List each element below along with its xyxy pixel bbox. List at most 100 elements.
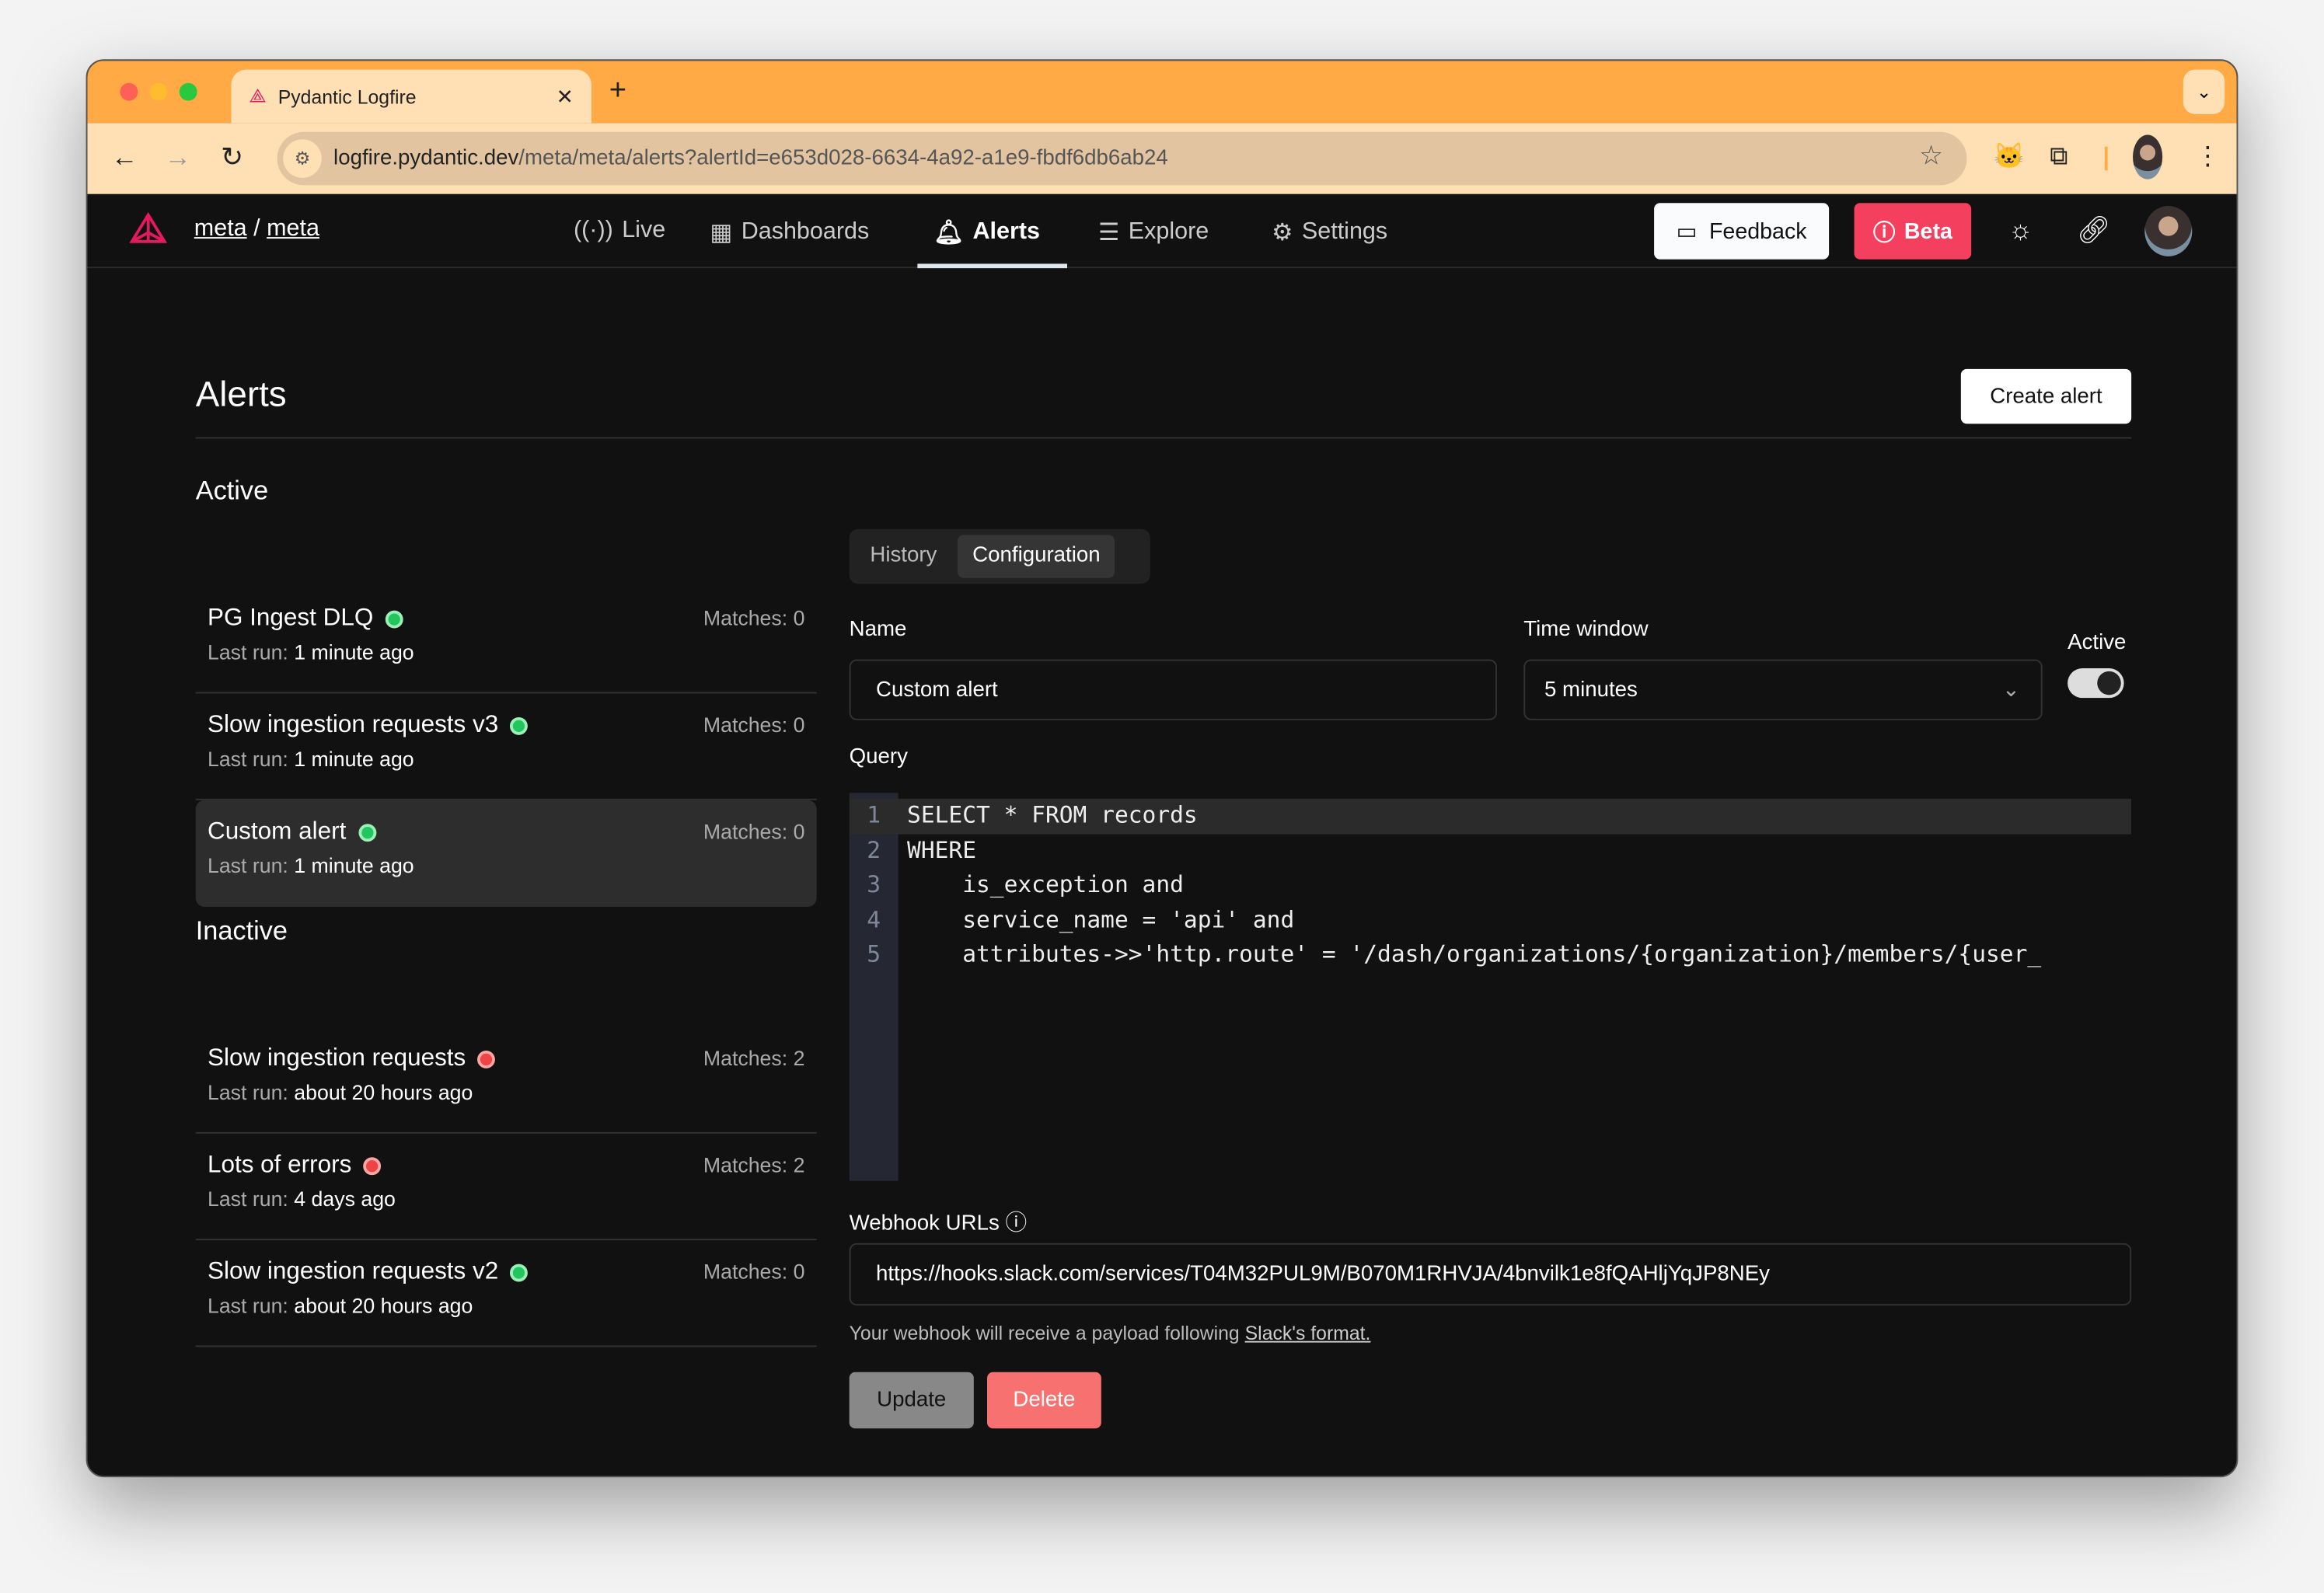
status-dot-icon [510, 716, 529, 734]
code-line: 3 is_exception and [850, 868, 2131, 903]
nav-settings[interactable]: ⚙ Settings [1272, 218, 1387, 247]
last-run-value: 4 days ago [294, 1187, 396, 1211]
last-run-value: 1 minute ago [294, 640, 414, 664]
time-window-select[interactable]: 5 minutes ⌄ [1523, 659, 2043, 720]
line-number: 5 [867, 940, 881, 968]
last-run: Last run: 4 days ago [208, 1187, 804, 1211]
breadcrumb: meta / meta [194, 216, 319, 242]
nav-explore[interactable]: ☰ Explore [1098, 218, 1209, 247]
alert-list-item[interactable]: Slow ingestion requests v2 Last run: abo… [195, 1240, 817, 1347]
feedback-label: Feedback [1708, 218, 1807, 244]
gear-icon: ⚙ [1272, 221, 1293, 246]
nav-label: Dashboards [741, 219, 870, 245]
extension-cat-icon[interactable]: 🐱 [1993, 142, 2026, 171]
alert-name: Slow ingestion requests v2 [207, 1257, 499, 1285]
query-editor[interactable]: 1 SELECT * FROM records 2 WHERE 3 is_excepti… [849, 793, 2132, 1181]
tab-configuration[interactable]: Configuration [958, 535, 1115, 578]
last-run-prefix: Last run: [207, 1293, 288, 1318]
browser-profile-avatar[interactable] [2133, 134, 2163, 180]
info-icon: ⓘ [1872, 220, 1896, 246]
logfire-logo-icon[interactable] [129, 211, 168, 248]
breadcrumb-project[interactable]: meta [267, 216, 319, 242]
update-button[interactable]: Update [849, 1372, 974, 1429]
delete-button[interactable]: Delete [986, 1372, 1101, 1429]
browser-tab[interactable]: ⟁ Pydantic Logfire ✕ [231, 69, 591, 124]
close-window-button[interactable] [120, 82, 138, 101]
close-tab-icon[interactable]: ✕ [556, 83, 574, 108]
beta-button[interactable]: ⓘ Beta [1854, 203, 1972, 260]
toolbar-divider [2104, 146, 2108, 171]
matches-count: Matches: 0 [703, 605, 805, 630]
last-run-prefix: Last run: [207, 640, 288, 664]
tab-title: Pydantic Logfire [277, 85, 417, 108]
tab-search-button[interactable]: ⌄ [2183, 69, 2225, 114]
theme-toggle-icon[interactable]: ☼ [2008, 214, 2033, 245]
tab-bar: ⟁ Pydantic Logfire ✕ + ⌄ [87, 61, 2237, 124]
alert-list-item[interactable]: PG Ingest DLQ Last run: 1 minute ago Mat… [195, 587, 817, 694]
code-line: 5 attributes->>'http.route' = '/dash/org… [850, 938, 2131, 973]
last-run-prefix: Last run: [207, 1080, 288, 1104]
time-window-value: 5 minutes [1544, 678, 1638, 702]
browser-window: ⟁ Pydantic Logfire ✕ + ⌄ ← → ↻ ⚙ logfire… [85, 59, 2239, 1478]
browser-menu-icon[interactable]: ⋮ [2195, 142, 2221, 171]
page-title: Alerts [195, 375, 287, 415]
app-header: meta / meta ((·)) Live ▦ Dashboards 🔔︎ Aler… [87, 193, 2237, 269]
webhook-help-text: Your webhook will receive a payload foll… [850, 1322, 1371, 1344]
url-host: logfire.pydantic.dev [333, 146, 519, 171]
url-path: /meta/meta/alerts?alertId=e653d028-6634-… [518, 146, 1168, 171]
breadcrumb-org[interactable]: meta [194, 216, 247, 242]
slack-format-link[interactable]: Slack's format. [1244, 1321, 1371, 1344]
last-run-prefix: Last run: [207, 1187, 288, 1211]
create-alert-button[interactable]: Create alert [1960, 368, 2132, 424]
alert-list-item[interactable]: Lots of errors Last run: 4 days ago Matc… [195, 1134, 817, 1241]
last-run-prefix: Last run: [207, 853, 288, 877]
forward-icon[interactable]: → [164, 142, 191, 173]
code-text: is_exception and [907, 871, 1184, 898]
nav-live[interactable]: ((·)) Live [574, 218, 665, 244]
webhook-url-input[interactable]: https://hooks.slack.com/services/T04M32P… [849, 1243, 2132, 1305]
minimize-window-button[interactable] [149, 82, 168, 101]
status-dot-icon [477, 1050, 496, 1068]
user-avatar[interactable] [2144, 206, 2193, 256]
nav-alerts[interactable]: 🔔︎ Alerts [933, 218, 1040, 247]
divider [195, 437, 2132, 439]
code-text: WHERE [907, 836, 977, 863]
active-label: Active [2068, 631, 2127, 655]
info-icon[interactable]: ⓘ [1005, 1211, 1028, 1236]
active-toggle[interactable] [2068, 668, 2124, 699]
maximize-window-button[interactable] [179, 82, 197, 101]
name-input[interactable]: Custom alert [849, 659, 1497, 720]
alert-list-item[interactable]: Slow ingestion requests Last run: about … [195, 1027, 817, 1134]
time-window-label: Time window [1523, 618, 1649, 642]
back-icon[interactable]: ← [111, 142, 138, 173]
webhook-label-text: Webhook URLs [849, 1211, 1000, 1236]
alert-name: Lots of errors [207, 1151, 352, 1178]
last-run-value: about 20 hours ago [294, 1080, 473, 1104]
line-number: 4 [867, 906, 881, 933]
alert-list-item[interactable]: Custom alert Last run: 1 minute ago Matc… [195, 800, 817, 908]
alert-name: Slow ingestion requests [207, 1044, 466, 1072]
alert-list-item[interactable]: Slow ingestion requests v3 Last run: 1 m… [195, 693, 817, 800]
address-bar[interactable]: ⚙ logfire.pydantic.dev/meta/meta/alerts?… [277, 131, 1967, 186]
last-run: Last run: about 20 hours ago [208, 1080, 804, 1104]
feedback-button[interactable]: ▭ Feedback [1654, 203, 1830, 260]
explore-icon: ☰ [1098, 221, 1120, 246]
tab-history[interactable]: History [870, 543, 937, 568]
matches-count: Matches: 0 [703, 713, 805, 737]
status-dot-icon [358, 823, 376, 842]
site-info-icon[interactable]: ⚙ [283, 139, 322, 178]
code-text: attributes->>'http.route' = '/dash/organ… [907, 940, 2042, 968]
matches-count: Matches: 2 [703, 1152, 805, 1177]
extensions-puzzle-icon[interactable]: ⧉ [2050, 142, 2068, 171]
link-icon[interactable]: 🔗︎ [2076, 214, 2111, 245]
line-number: 3 [867, 871, 881, 898]
nav-dashboards[interactable]: ▦ Dashboards [710, 218, 869, 247]
reload-icon[interactable]: ↻ [221, 142, 243, 173]
new-tab-button[interactable]: + [609, 74, 627, 107]
bookmark-star-icon[interactable]: ☆ [1919, 141, 1943, 171]
inactive-heading: Inactive [195, 915, 288, 946]
nav-label: Alerts [972, 219, 1041, 245]
query-label: Query [849, 745, 908, 769]
name-label: Name [849, 618, 907, 642]
webhook-url-value: https://hooks.slack.com/services/T04M32P… [875, 1262, 1771, 1287]
